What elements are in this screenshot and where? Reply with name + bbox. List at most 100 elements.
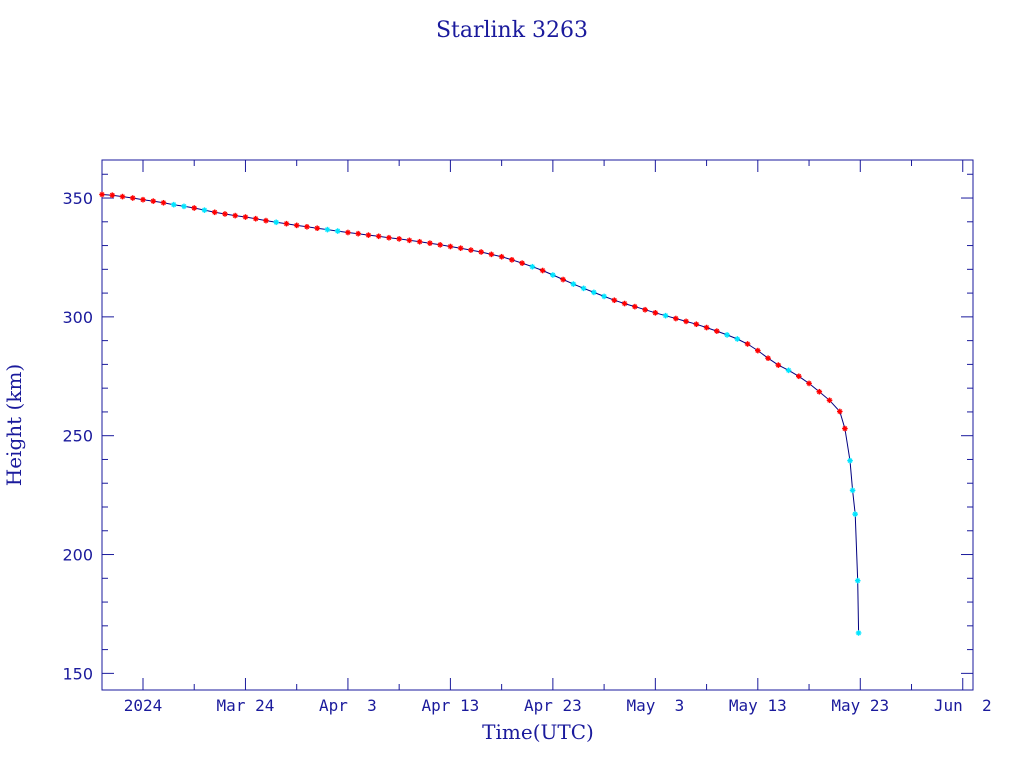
marker-stroke bbox=[704, 325, 709, 330]
marker-stroke bbox=[386, 235, 392, 241]
marker-stroke bbox=[796, 373, 802, 379]
data-point bbox=[140, 196, 146, 203]
marker-stroke bbox=[775, 362, 781, 368]
x-tick-label: May 3 bbox=[626, 696, 684, 715]
data-point bbox=[150, 198, 157, 204]
data-point bbox=[673, 315, 679, 322]
data-point bbox=[488, 251, 495, 258]
data-point bbox=[539, 267, 546, 274]
marker-stroke bbox=[427, 240, 433, 246]
data-point bbox=[478, 249, 484, 255]
marker-stroke bbox=[816, 389, 822, 395]
data-point bbox=[293, 222, 300, 229]
marker-stroke bbox=[683, 318, 689, 324]
data-point bbox=[509, 257, 515, 263]
marker-stroke bbox=[335, 228, 341, 234]
data-point bbox=[222, 211, 228, 217]
data-point bbox=[703, 324, 710, 331]
y-axis: 150 200 250 300 350 bbox=[62, 173, 973, 683]
data-point bbox=[642, 306, 648, 313]
marker-stroke bbox=[396, 236, 402, 242]
data-point bbox=[119, 193, 126, 200]
marker-stroke bbox=[468, 247, 474, 253]
y-tick-label: 150 bbox=[62, 664, 93, 683]
data-point bbox=[437, 242, 443, 248]
marker-stroke bbox=[294, 222, 300, 228]
x-axis-label: Time(UTC) bbox=[482, 720, 594, 744]
data-point bbox=[334, 228, 341, 234]
marker-stroke bbox=[150, 198, 156, 204]
marker-stroke bbox=[314, 225, 320, 231]
marker-stroke bbox=[109, 192, 115, 198]
data-point bbox=[662, 312, 669, 319]
marker-stroke bbox=[560, 277, 566, 282]
data-point bbox=[529, 263, 536, 270]
x-tick-label: May 13 bbox=[729, 696, 787, 715]
x-tick-label: Apr 23 bbox=[524, 696, 582, 715]
data-point bbox=[519, 260, 525, 266]
data-point bbox=[263, 217, 269, 224]
y-tick-label: 350 bbox=[62, 189, 93, 208]
data-point bbox=[468, 247, 474, 253]
data-point bbox=[570, 281, 577, 287]
data-point bbox=[796, 373, 802, 380]
marker-stroke bbox=[852, 511, 858, 517]
x-tick-label: Jun 2 bbox=[934, 696, 992, 715]
data-point bbox=[652, 310, 659, 316]
data-point bbox=[365, 232, 372, 238]
y-axis-label: Height (km) bbox=[2, 364, 26, 486]
data-point bbox=[849, 487, 856, 494]
data-point bbox=[683, 318, 689, 325]
marker-stroke bbox=[222, 211, 228, 217]
marker-stroke bbox=[570, 281, 576, 287]
marker-stroke bbox=[284, 221, 289, 227]
marker-stroke bbox=[437, 242, 443, 248]
data-point bbox=[396, 236, 402, 242]
data-point bbox=[191, 205, 198, 211]
data-point bbox=[324, 226, 331, 233]
marker-stroke bbox=[407, 237, 412, 243]
y-tick-label: 200 bbox=[62, 546, 93, 565]
marker-stroke bbox=[786, 367, 791, 373]
marker-stroke bbox=[355, 231, 361, 237]
marker-stroke bbox=[663, 313, 668, 319]
data-point bbox=[755, 347, 761, 354]
data-point bbox=[314, 225, 320, 232]
data-point bbox=[386, 234, 392, 241]
marker-stroke bbox=[842, 426, 848, 431]
data-point bbox=[591, 289, 597, 296]
marker-stroke bbox=[202, 207, 207, 213]
data-point bbox=[211, 209, 218, 216]
marker-stroke bbox=[489, 251, 494, 257]
marker-stroke bbox=[622, 301, 627, 306]
data-point bbox=[765, 355, 771, 362]
marker-stroke bbox=[509, 257, 515, 263]
marker-stroke bbox=[345, 230, 351, 235]
marker-stroke bbox=[765, 355, 771, 361]
marker-stroke bbox=[99, 192, 105, 197]
data-point bbox=[854, 577, 861, 584]
data-point bbox=[550, 272, 556, 278]
data-point bbox=[580, 285, 587, 292]
data-point bbox=[632, 303, 638, 310]
data-point bbox=[457, 245, 464, 251]
marker-stroke bbox=[243, 214, 248, 220]
marker-stroke bbox=[642, 307, 648, 313]
y-tick-label: 300 bbox=[62, 308, 93, 327]
data-point bbox=[181, 203, 187, 210]
marker-stroke bbox=[581, 285, 586, 291]
data-point bbox=[560, 276, 566, 283]
data-point bbox=[99, 191, 105, 198]
data-point bbox=[129, 195, 136, 201]
data-point bbox=[345, 229, 351, 236]
data-point bbox=[498, 253, 505, 260]
marker-stroke bbox=[458, 245, 464, 251]
marker-stroke bbox=[232, 213, 238, 218]
data-point bbox=[611, 297, 618, 304]
marker-stroke bbox=[827, 397, 832, 403]
marker-stroke bbox=[273, 219, 279, 225]
marker-stroke bbox=[253, 216, 259, 222]
data-point bbox=[621, 300, 628, 307]
data-point bbox=[714, 328, 720, 334]
